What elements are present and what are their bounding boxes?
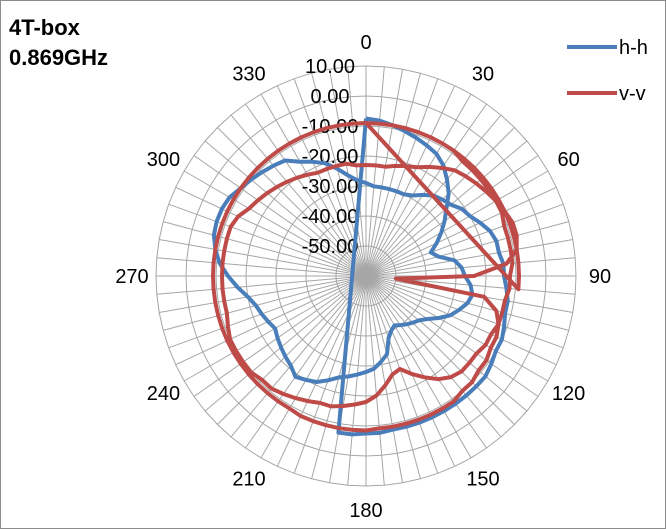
- angular-gridline: [365, 221, 569, 277]
- angle-tick-label: 90: [589, 266, 611, 288]
- angular-gridline: [163, 221, 367, 277]
- angular-gridline: [163, 275, 367, 331]
- series-line-v-v: [211, 121, 521, 433]
- angular-gridline: [365, 85, 456, 277]
- angular-gridline: [365, 275, 403, 483]
- angular-gridline: [168, 275, 367, 349]
- angular-gridline: [230, 114, 367, 277]
- angular-gridline: [347, 275, 367, 486]
- angular-gridline: [365, 275, 564, 349]
- angular-gridline: [365, 239, 573, 277]
- angular-gridline: [365, 275, 421, 479]
- chart-title-line-1: 4T-box: [9, 15, 80, 40]
- angular-gridline: [245, 275, 367, 449]
- angular-gridline: [365, 73, 421, 277]
- angular-gridline: [204, 140, 367, 277]
- angular-gridline: [365, 275, 472, 459]
- angular-gridline: [365, 69, 403, 277]
- angular-gridline: [293, 275, 367, 474]
- angular-gridline: [168, 203, 367, 277]
- angular-gridline: [365, 93, 472, 277]
- angular-gridline: [365, 275, 439, 474]
- radial-tick-label: 10.00: [305, 56, 355, 78]
- series-line-h-h: [211, 116, 510, 437]
- angle-tick-label: 120: [552, 383, 585, 405]
- angular-gridline: [365, 66, 385, 277]
- angular-gridline: [217, 275, 367, 425]
- radial-tick-label: -40.00: [302, 206, 359, 228]
- angular-gridline: [159, 239, 367, 277]
- angular-gridline: [260, 93, 367, 277]
- angular-gridline: [365, 275, 549, 382]
- angular-gridline: [276, 275, 367, 467]
- legend-label-v-v: v-v: [619, 83, 646, 105]
- angle-tick-label: 240: [147, 383, 180, 405]
- radial-tick-label: -50.00: [302, 236, 359, 258]
- angular-gridline: [365, 275, 385, 486]
- angular-gridline: [217, 127, 367, 277]
- angular-gridline: [365, 78, 439, 277]
- angular-gridline: [159, 275, 367, 313]
- angle-tick-label: 180: [349, 500, 382, 522]
- angular-gridline: [329, 69, 367, 277]
- angle-tick-label: 30: [472, 63, 494, 85]
- angular-gridline: [193, 155, 367, 277]
- chart-title-line-2: 0.869GHz: [9, 45, 109, 70]
- angle-tick-label: 60: [557, 149, 579, 171]
- angular-gridline: [230, 275, 367, 438]
- radial-tick-label: -30.00: [302, 176, 359, 198]
- angular-gridline: [329, 275, 367, 483]
- angular-gridline: [365, 203, 564, 277]
- angular-gridline: [193, 275, 367, 397]
- angular-gridline: [365, 275, 502, 438]
- angular-gridline: [175, 275, 367, 366]
- angle-tick-label: 300: [147, 149, 180, 171]
- angular-gridline: [365, 257, 576, 277]
- angle-tick-label: 270: [115, 266, 148, 288]
- angular-gridline: [276, 85, 367, 277]
- angular-gridline: [175, 186, 367, 277]
- angle-tick-label: 330: [232, 63, 265, 85]
- radial-tick-label: 0.00: [311, 86, 350, 108]
- angular-gridline: [365, 186, 557, 277]
- angular-gridline: [204, 275, 367, 412]
- angular-gridline: [365, 275, 557, 366]
- angle-tick-label: 210: [232, 469, 265, 491]
- angular-gridline: [347, 66, 367, 277]
- legend-label-h-h: h-h: [619, 37, 648, 59]
- angular-gridline: [156, 275, 367, 295]
- angular-gridline: [365, 275, 515, 425]
- angular-gridline: [183, 170, 367, 277]
- angle-tick-label: 0: [360, 32, 371, 54]
- angular-gridline: [365, 275, 528, 412]
- angular-gridline: [156, 257, 367, 277]
- angular-gridline: [365, 275, 456, 467]
- angular-gridline: [245, 103, 367, 277]
- angle-tick-label: 150: [466, 469, 499, 491]
- angular-gridline: [365, 275, 487, 449]
- angular-gridline: [365, 275, 539, 397]
